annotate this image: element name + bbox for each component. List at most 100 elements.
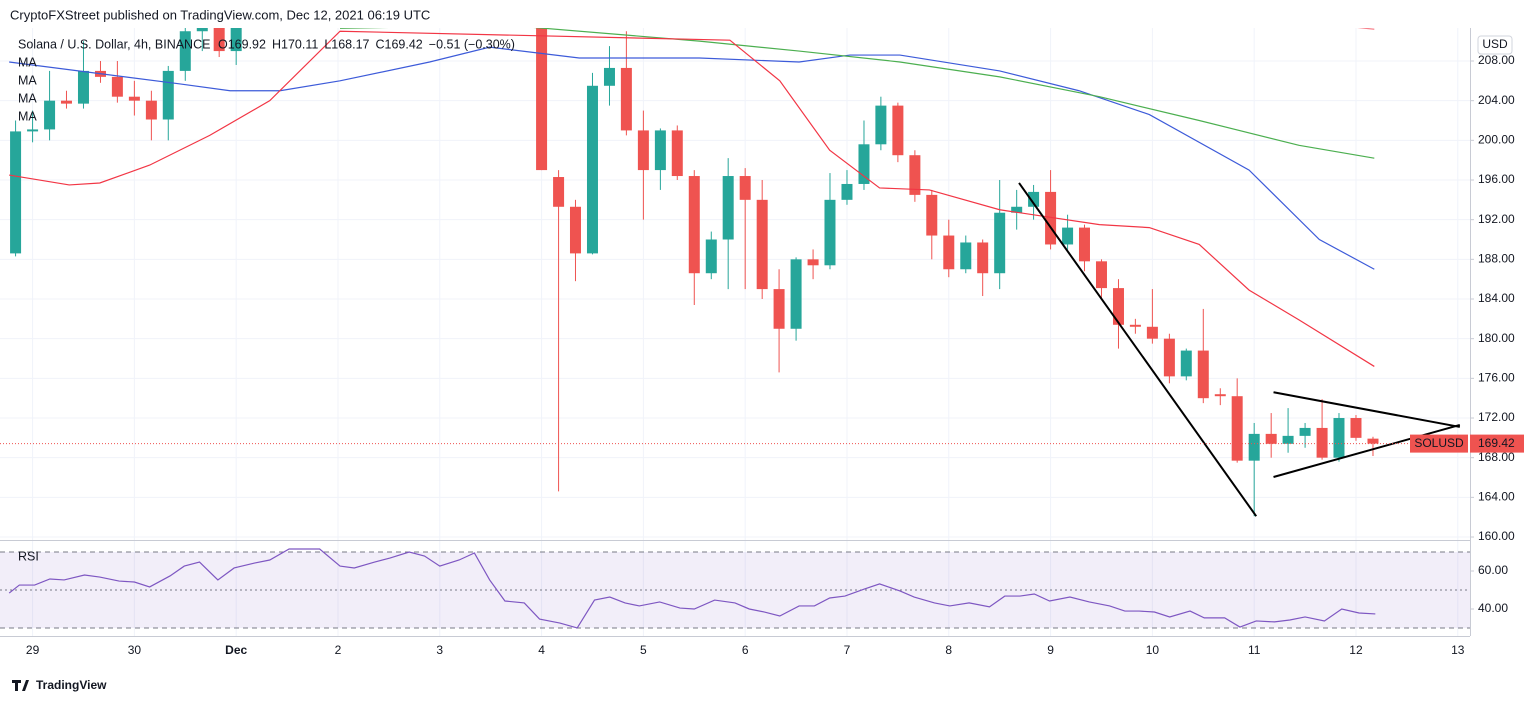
candle-body <box>1011 206 1023 213</box>
candle-body <box>1045 191 1057 245</box>
y-tick-label: 208.00 <box>1478 53 1515 67</box>
moving-average <box>1357 28 1375 30</box>
trendline <box>1018 182 1258 517</box>
candle-body <box>977 242 989 274</box>
y-tick-label: 204.00 <box>1478 93 1515 107</box>
candle-body <box>111 76 123 97</box>
ohlc-value: L168.17 <box>324 37 369 51</box>
y-tick-label: 188.00 <box>1478 252 1515 266</box>
legend-entry: MA <box>18 91 37 105</box>
moving-average <box>9 30 1375 367</box>
rsi-title: RSI <box>18 549 39 563</box>
moving-average <box>9 46 1375 270</box>
x-tick-label: 13 <box>1451 643 1465 657</box>
candle-body <box>807 259 819 266</box>
y-tick-label: 172.00 <box>1478 410 1515 424</box>
candle-body <box>858 144 870 184</box>
candle-body <box>230 28 242 52</box>
candle-body <box>1333 418 1345 458</box>
symbol-label: SOLUSD <box>1414 436 1464 450</box>
candle-body <box>943 235 955 270</box>
candle-body <box>1367 438 1379 444</box>
candle-body <box>1078 227 1090 262</box>
candle-body <box>1062 227 1074 245</box>
x-tick-label: 10 <box>1146 643 1160 657</box>
x-tick-label: 2 <box>335 643 342 657</box>
publisher: CryptoFXStreet published on TradingView.… <box>10 7 430 22</box>
candle-body <box>128 96 140 101</box>
candle-body <box>1231 396 1243 461</box>
rsi-line <box>8 548 1376 629</box>
legend-entry: MA <box>18 55 37 69</box>
candle-body <box>553 177 565 207</box>
candle-body <box>179 31 191 71</box>
candle-body <box>586 85 598 254</box>
candle-body <box>1265 433 1277 444</box>
candle-body <box>44 100 56 130</box>
x-tick-label: Dec <box>225 643 247 657</box>
candle-body <box>994 212 1006 274</box>
candle-body <box>10 131 22 254</box>
axes: 29 30 Dec 2 3 4 5 6 7 8 9 10 11 12 13 160.00 164.00 168.0… <box>0 53 1524 657</box>
y-tick-label: 192.00 <box>1478 212 1515 226</box>
candle-body <box>1129 324 1141 327</box>
candle-body <box>909 155 921 195</box>
y-tick-label: 168.00 <box>1478 450 1515 464</box>
currency-box <box>1477 35 1513 55</box>
candle-body <box>620 67 632 131</box>
candle-body <box>1316 427 1328 458</box>
brand-logo <box>12 680 29 691</box>
price-box <box>1470 434 1524 453</box>
candle-body <box>536 28 548 171</box>
candle-body <box>892 105 904 156</box>
ohlc-value: C169.42 <box>376 37 423 51</box>
last-price-label: 169.42 <box>1478 436 1515 450</box>
ohlc-value: H170.11 <box>272 37 318 51</box>
x-tick-label: 4 <box>538 643 545 657</box>
y-tick-label: 60.00 <box>1478 563 1508 577</box>
y-tick-label: 180.00 <box>1478 331 1515 345</box>
candle-body <box>1299 427 1311 436</box>
candle-body <box>960 242 972 270</box>
y-tick-label: 40.00 <box>1478 601 1508 615</box>
ohlc-legend: O169.92 H170.11 L168.17 C169.42 −0.51 (−0.30… <box>218 37 515 51</box>
legend-entry: MA <box>18 109 37 123</box>
candle-body <box>145 100 157 120</box>
trendline <box>1273 391 1461 428</box>
candle-body <box>926 194 938 236</box>
candle-body <box>1146 326 1158 339</box>
ohlc-value: O169.92 <box>218 37 266 51</box>
candle-body <box>1248 433 1260 461</box>
candle-body <box>722 176 734 240</box>
price-pane <box>9 28 1461 517</box>
y-tick-label: 164.00 <box>1478 490 1515 504</box>
x-tick-label: 30 <box>128 643 142 657</box>
x-tick-label: 11 <box>1248 643 1261 657</box>
candle-body <box>27 129 39 132</box>
moving-average <box>340 28 1375 159</box>
candle-body <box>196 28 208 32</box>
y-tick-label: 160.00 <box>1478 529 1515 543</box>
brand: TradingView <box>36 678 107 692</box>
candle-body <box>1350 418 1362 438</box>
symbol-box <box>1410 434 1468 453</box>
candle-body <box>824 199 836 266</box>
candle-body <box>1112 288 1124 325</box>
candle-body <box>773 289 785 329</box>
x-tick-label: 6 <box>742 643 749 657</box>
candle-body <box>637 130 649 171</box>
currency: USD <box>1482 37 1508 51</box>
candle-body <box>739 176 751 200</box>
indicator-legend: MA MA MA MA <box>18 55 37 123</box>
candle-body <box>60 100 72 104</box>
x-tick-label: 29 <box>26 643 40 657</box>
y-tick-label: 200.00 <box>1478 133 1515 147</box>
candle-body <box>654 130 666 171</box>
x-tick-label: 12 <box>1349 643 1363 657</box>
candle-body <box>1163 338 1175 377</box>
candle-body <box>841 183 853 200</box>
candle-body <box>603 67 615 86</box>
